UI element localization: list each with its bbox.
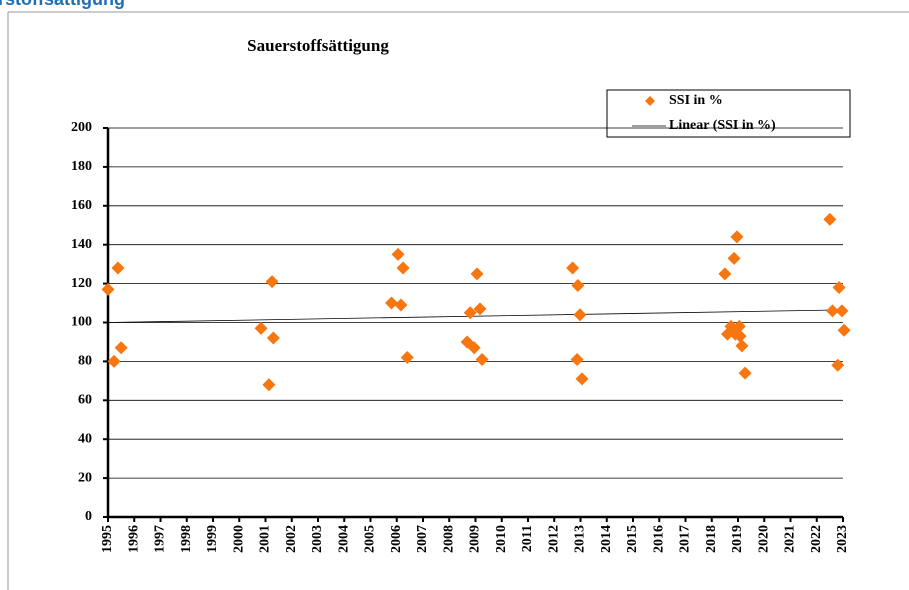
y-tick-label: 20 xyxy=(78,470,92,485)
point xyxy=(101,282,115,296)
y-tick-label: 0 xyxy=(85,509,92,524)
x-tick-label: 2000 xyxy=(231,525,246,553)
point xyxy=(467,341,481,355)
point xyxy=(394,298,408,312)
x-tick-label: 2003 xyxy=(310,525,325,553)
point xyxy=(732,319,746,333)
point xyxy=(826,304,839,318)
trendline xyxy=(107,309,844,323)
legend-label: Linear (SSI in %) xyxy=(669,118,776,133)
x-tick-label: 2017 xyxy=(678,525,693,553)
point xyxy=(727,251,741,265)
y-tick-label: 40 xyxy=(78,431,92,446)
x-tick-label: 2009 xyxy=(468,525,483,553)
x-tick-label: 2001 xyxy=(258,525,273,553)
point xyxy=(266,331,280,345)
point xyxy=(832,280,846,294)
x-tick-label: 2019 xyxy=(730,525,745,553)
x-tick-label: 1997 xyxy=(153,525,168,553)
point xyxy=(385,296,398,310)
legend-label: SSI in % xyxy=(669,93,723,108)
y-tick-label: 100 xyxy=(71,315,92,330)
legend-marker xyxy=(645,96,655,106)
point xyxy=(473,302,487,316)
x-tick-label: 2023 xyxy=(835,525,850,553)
x-tick-label: 2011 xyxy=(520,525,535,552)
point xyxy=(735,339,749,353)
point xyxy=(391,247,405,261)
y-tick-label: 120 xyxy=(71,276,92,291)
x-tick-label: 2021 xyxy=(783,525,798,553)
y-tick-label: 60 xyxy=(78,393,92,408)
x-tick-label: 2014 xyxy=(599,525,614,553)
point xyxy=(475,352,489,366)
x-tick-label: 2013 xyxy=(573,525,588,553)
x-tick-label: 2016 xyxy=(651,525,666,553)
point xyxy=(837,323,851,337)
point xyxy=(107,354,121,368)
y-tick-label: 80 xyxy=(78,354,92,369)
x-tick-label: 2002 xyxy=(284,525,299,553)
point xyxy=(718,267,732,281)
point xyxy=(738,366,752,380)
y-tick-label: 160 xyxy=(71,198,92,213)
x-tick-label: 2004 xyxy=(336,525,351,553)
y-tick-label: 140 xyxy=(71,237,92,252)
point xyxy=(111,261,125,275)
point xyxy=(733,329,747,343)
y-tick-label: 200 xyxy=(71,120,92,135)
point xyxy=(575,372,589,386)
x-tick-label: 1998 xyxy=(179,525,194,553)
point xyxy=(835,304,849,318)
x-tick-label: 2012 xyxy=(546,525,561,553)
point xyxy=(831,358,845,372)
x-tick-label: 2008 xyxy=(441,525,456,553)
point xyxy=(463,306,477,320)
point xyxy=(730,230,744,244)
x-tick-label: 2022 xyxy=(809,525,824,553)
point xyxy=(573,308,587,322)
x-tick-label: 2006 xyxy=(389,525,404,553)
point xyxy=(262,378,276,392)
point xyxy=(254,321,268,335)
x-tick-label: 1995 xyxy=(100,525,115,553)
point xyxy=(566,261,580,275)
legend-box xyxy=(606,89,851,138)
x-tick-label: 1999 xyxy=(205,525,220,553)
page-title: rstoffsättigung xyxy=(0,0,125,9)
y-tick-label: 180 xyxy=(71,159,92,174)
point xyxy=(571,279,585,293)
x-tick-label: 2020 xyxy=(756,525,771,553)
point xyxy=(265,275,279,289)
x-tick-label: 2015 xyxy=(625,525,640,553)
x-tick-label: 2018 xyxy=(704,525,719,553)
x-tick-label: 2007 xyxy=(415,525,430,553)
point xyxy=(570,352,584,366)
x-tick-label: 2005 xyxy=(363,525,378,553)
point xyxy=(470,267,484,281)
x-tick-label: 2010 xyxy=(494,525,509,553)
x-tick-label: 1996 xyxy=(126,525,141,553)
chart-title: Sauerstoffsättigung xyxy=(247,36,389,55)
point xyxy=(396,261,410,275)
point xyxy=(823,212,837,226)
point xyxy=(114,341,128,355)
point xyxy=(400,351,414,365)
